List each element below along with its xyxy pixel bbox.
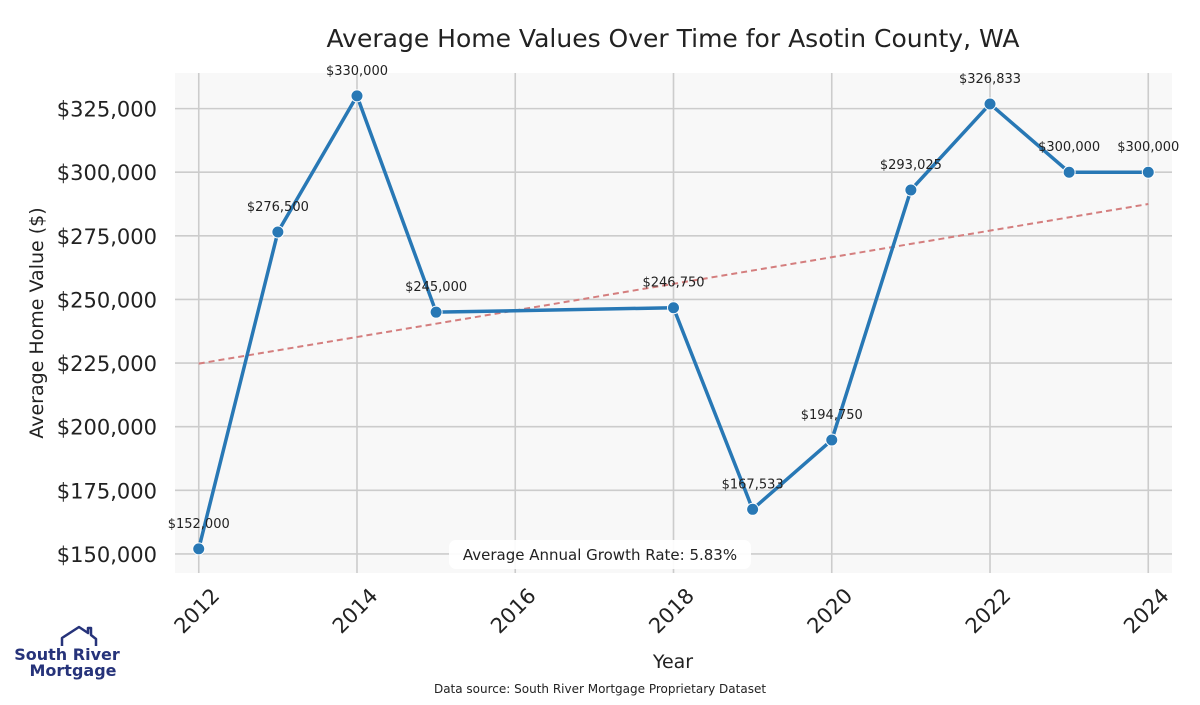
x-axis-ticks: 2012 2014 2016 2018 2020 2022 2024	[170, 584, 1174, 639]
data-label: $276,500	[247, 200, 309, 215]
y-tick-label: $150,000	[57, 543, 157, 567]
data-label: $194,750	[801, 408, 863, 423]
data-label: $293,025	[880, 158, 942, 173]
data-point	[746, 502, 760, 516]
data-label: $167,533	[722, 477, 784, 492]
data-point	[192, 542, 206, 556]
data-point	[1062, 165, 1076, 179]
data-point	[904, 183, 918, 197]
y-tick-label: $225,000	[57, 352, 157, 376]
data-label: $152,000	[168, 517, 230, 532]
y-tick-label: $250,000	[57, 288, 157, 312]
data-point	[271, 225, 285, 239]
y-tick-label: $300,000	[57, 161, 157, 185]
growth-annotation-text: Average Annual Growth Rate: 5.83%	[463, 546, 737, 564]
trend-line	[198, 203, 1149, 365]
x-tick-label: 2016	[486, 584, 541, 639]
logo-text-line1: South River	[14, 645, 120, 664]
data-source-note: Data source: South River Mortgage Propri…	[434, 682, 766, 696]
x-tick-label: 2014	[328, 584, 383, 639]
y-tick-label: $325,000	[57, 98, 157, 122]
y-axis-label: Average Home Value ($)	[26, 207, 48, 438]
data-label: $326,833	[959, 72, 1021, 87]
chart-title: Average Home Values Over Time for Asotin…	[327, 24, 1020, 53]
trend-line-group	[198, 203, 1149, 365]
x-tick-label: 2018	[644, 584, 699, 639]
data-labels-group: $152,000 $276,500 $330,000 $245,000 $246,750…	[168, 64, 1180, 532]
data-label: $300,000	[1038, 140, 1100, 155]
x-axis-label: Year	[652, 651, 693, 673]
x-tick-label: 2022	[961, 584, 1016, 639]
y-tick-label: $175,000	[57, 479, 157, 503]
data-point	[350, 89, 364, 103]
company-logo: South River Mortgage	[14, 625, 120, 680]
data-label: $246,750	[642, 276, 704, 291]
logo-text-line2: Mortgage	[29, 661, 116, 680]
house-roof-icon	[60, 625, 98, 646]
data-label: $330,000	[326, 64, 388, 79]
y-axis-ticks: $150,000 $175,000 $200,000 $225,000 $250,000…	[57, 98, 157, 567]
series-group	[192, 89, 1155, 556]
y-tick-label: $275,000	[57, 225, 157, 249]
grid-lines	[175, 73, 1172, 573]
data-label: $245,000	[405, 280, 467, 295]
data-point	[667, 301, 680, 315]
data-label: $300,000	[1117, 140, 1179, 155]
data-point	[983, 97, 997, 111]
growth-annotation: Average Annual Growth Rate: 5.83%	[449, 540, 751, 569]
x-tick-label: 2020	[803, 584, 858, 639]
data-point	[825, 433, 839, 447]
data-point	[1141, 165, 1155, 179]
data-point	[429, 305, 443, 319]
x-tick-label: 2012	[170, 584, 225, 639]
x-tick-label: 2024	[1119, 584, 1174, 639]
y-tick-label: $200,000	[57, 416, 157, 440]
growth-annotation-box	[449, 540, 751, 569]
